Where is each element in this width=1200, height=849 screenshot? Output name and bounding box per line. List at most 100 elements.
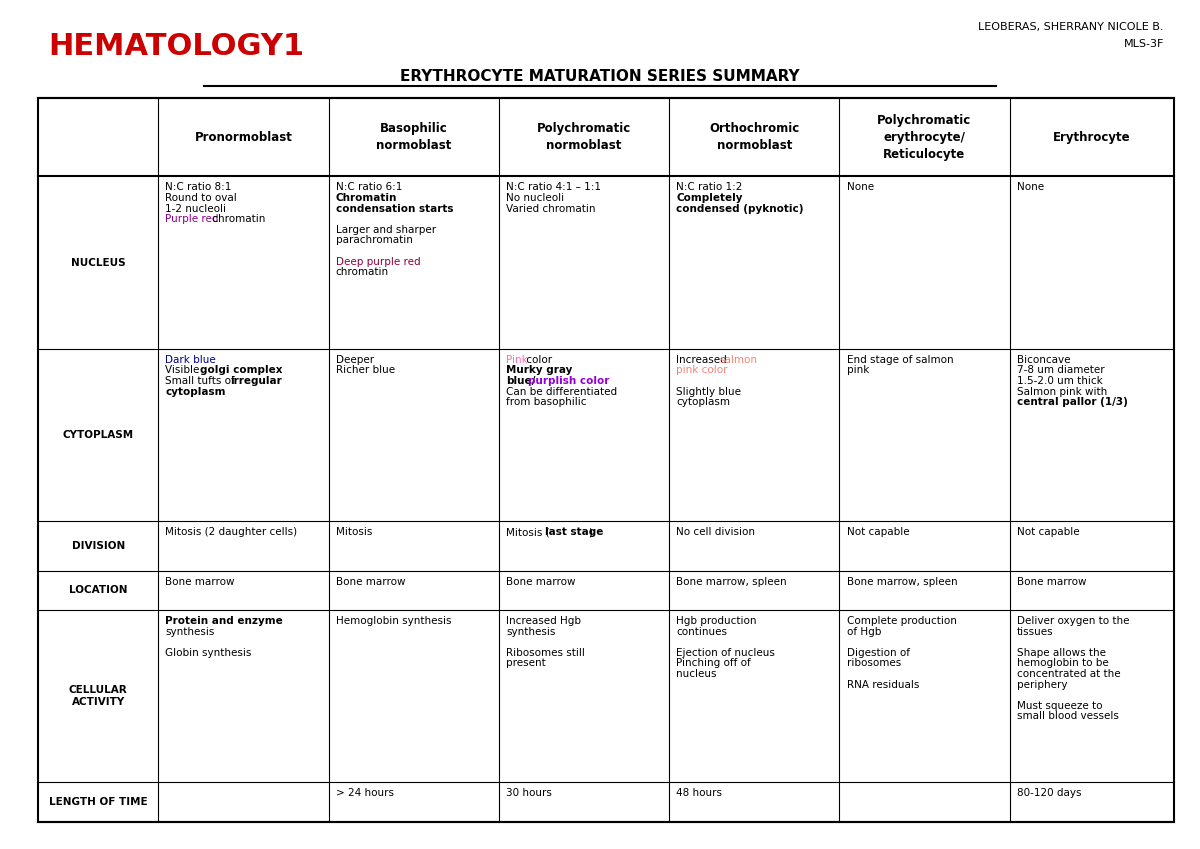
Text: Polychromatic
normoblast: Polychromatic normoblast [536, 122, 631, 152]
Text: None: None [846, 183, 874, 193]
Text: Murky gray: Murky gray [506, 365, 572, 375]
Text: Deep purple red: Deep purple red [336, 256, 420, 267]
Text: 1-2 nucleoli: 1-2 nucleoli [166, 204, 227, 214]
Text: synthesis: synthesis [166, 627, 215, 637]
Text: Orthochromic
normoblast: Orthochromic normoblast [709, 122, 799, 152]
Text: golgi complex: golgi complex [200, 365, 282, 375]
Text: Bone marrow: Bone marrow [166, 576, 235, 587]
Text: color: color [523, 355, 552, 365]
Text: CELLULAR
ACTIVITY: CELLULAR ACTIVITY [68, 685, 127, 707]
Text: pink color: pink color [677, 365, 727, 375]
Text: Completely: Completely [677, 193, 743, 203]
Bar [38, 98, 1174, 822]
Text: Basophilic
normoblast: Basophilic normoblast [376, 122, 451, 152]
Text: Pinching off of: Pinching off of [677, 658, 751, 668]
Text: present: present [506, 658, 546, 668]
Text: LEOBERAS, SHERRANY NICOLE B.: LEOBERAS, SHERRANY NICOLE B. [978, 22, 1164, 32]
Text: Mitosis (2 daughter cells): Mitosis (2 daughter cells) [166, 527, 298, 537]
Text: purplish color: purplish color [528, 376, 608, 386]
Text: Digestion of: Digestion of [846, 648, 910, 658]
Text: Richer blue: Richer blue [336, 365, 395, 375]
Text: Bone marrow: Bone marrow [1016, 576, 1086, 587]
Text: tissues: tissues [1016, 627, 1054, 637]
Text: Shape allows the: Shape allows the [1016, 648, 1106, 658]
Text: Biconcave: Biconcave [1016, 355, 1070, 365]
Text: Polychromatic
erythrocyte/
Reticulocyte: Polychromatic erythrocyte/ Reticulocyte [877, 114, 972, 160]
Text: condensation starts: condensation starts [336, 204, 454, 214]
Text: Not capable: Not capable [1016, 527, 1080, 537]
Text: Ribosomes still: Ribosomes still [506, 648, 584, 658]
Text: central pallor (1/3): central pallor (1/3) [1016, 397, 1128, 408]
Text: salmon: salmon [720, 355, 757, 365]
Text: MLS-3F: MLS-3F [1123, 39, 1164, 49]
Text: chromatin: chromatin [336, 267, 389, 278]
Text: End stage of salmon: End stage of salmon [846, 355, 953, 365]
Text: Complete production: Complete production [846, 616, 956, 626]
Text: concentrated at the: concentrated at the [1016, 669, 1121, 679]
Text: Visible: Visible [166, 365, 203, 375]
Text: small blood vessels: small blood vessels [1016, 711, 1118, 722]
Text: hemoglobin to be: hemoglobin to be [1016, 658, 1109, 668]
Text: Purple red: Purple red [166, 214, 218, 224]
Text: No cell division: No cell division [677, 527, 755, 537]
Text: Larger and sharper: Larger and sharper [336, 225, 436, 235]
Text: Deliver oxygen to the: Deliver oxygen to the [1016, 616, 1129, 626]
Text: Chromatin: Chromatin [336, 193, 397, 203]
Text: Ejection of nucleus: Ejection of nucleus [677, 648, 775, 658]
Text: chromatin: chromatin [209, 214, 265, 224]
Text: LOCATION: LOCATION [70, 585, 127, 595]
Text: 7-8 um diameter: 7-8 um diameter [1016, 365, 1104, 375]
Text: DIVISION: DIVISION [72, 541, 125, 551]
Text: Not capable: Not capable [846, 527, 910, 537]
Text: LENGTH OF TIME: LENGTH OF TIME [49, 797, 148, 807]
Text: N:C ratio 8:1: N:C ratio 8:1 [166, 183, 232, 193]
Text: Erythrocyte: Erythrocyte [1052, 131, 1130, 143]
Text: Round to oval: Round to oval [166, 193, 238, 203]
Text: Varied chromatin: Varied chromatin [506, 204, 595, 214]
Text: Slightly blue: Slightly blue [677, 386, 742, 396]
Text: No nucleoli: No nucleoli [506, 193, 564, 203]
Text: CYTOPLASM: CYTOPLASM [62, 430, 134, 440]
Text: Small tufts of: Small tufts of [166, 376, 239, 386]
Text: Pronormoblast: Pronormoblast [194, 131, 293, 143]
Text: > 24 hours: > 24 hours [336, 789, 394, 798]
Text: Protein and enzyme: Protein and enzyme [166, 616, 283, 626]
Text: nucleus: nucleus [677, 669, 716, 679]
Text: Increased Hgb: Increased Hgb [506, 616, 581, 626]
Text: N:C ratio 6:1: N:C ratio 6:1 [336, 183, 402, 193]
Text: cytoplasm: cytoplasm [166, 386, 226, 396]
Text: 1.5-2.0 um thick: 1.5-2.0 um thick [1016, 376, 1103, 386]
Text: Hemoglobin synthesis: Hemoglobin synthesis [336, 616, 451, 626]
Text: Bone marrow, spleen: Bone marrow, spleen [846, 576, 958, 587]
Text: parachromatin: parachromatin [336, 235, 413, 245]
Text: None: None [1016, 183, 1044, 193]
Text: Mitosis: Mitosis [336, 527, 372, 537]
Text: N:C ratio 1:2: N:C ratio 1:2 [677, 183, 743, 193]
Text: RNA residuals: RNA residuals [846, 679, 919, 689]
Text: Globin synthesis: Globin synthesis [166, 648, 252, 658]
Text: 30 hours: 30 hours [506, 789, 552, 798]
Text: Must squeeze to: Must squeeze to [1016, 700, 1103, 711]
Text: blue/: blue/ [506, 376, 535, 386]
Text: condensed (pyknotic): condensed (pyknotic) [677, 204, 804, 214]
Text: last stage: last stage [545, 527, 604, 537]
Text: irregular: irregular [230, 376, 282, 386]
Text: Bone marrow, spleen: Bone marrow, spleen [677, 576, 787, 587]
Text: cytoplasm: cytoplasm [677, 397, 731, 408]
Text: ERYTHROCYTE MATURATION SERIES SUMMARY: ERYTHROCYTE MATURATION SERIES SUMMARY [400, 69, 800, 84]
Text: Bone marrow: Bone marrow [506, 576, 576, 587]
Text: ): ) [588, 527, 592, 537]
Text: N:C ratio 4:1 – 1:1: N:C ratio 4:1 – 1:1 [506, 183, 601, 193]
Text: ribosomes: ribosomes [846, 658, 901, 668]
Text: Can be differentiated: Can be differentiated [506, 386, 617, 396]
Text: HEMATOLOGY1: HEMATOLOGY1 [48, 32, 304, 61]
Text: continues: continues [677, 627, 727, 637]
Text: Salmon pink with: Salmon pink with [1016, 386, 1108, 396]
Text: from basophilic: from basophilic [506, 397, 587, 408]
Text: periphery: periphery [1016, 679, 1067, 689]
Text: pink: pink [846, 365, 869, 375]
Text: 80-120 days: 80-120 days [1016, 789, 1081, 798]
Text: synthesis: synthesis [506, 627, 556, 637]
Text: Bone marrow: Bone marrow [336, 576, 406, 587]
Text: of Hgb: of Hgb [846, 627, 881, 637]
